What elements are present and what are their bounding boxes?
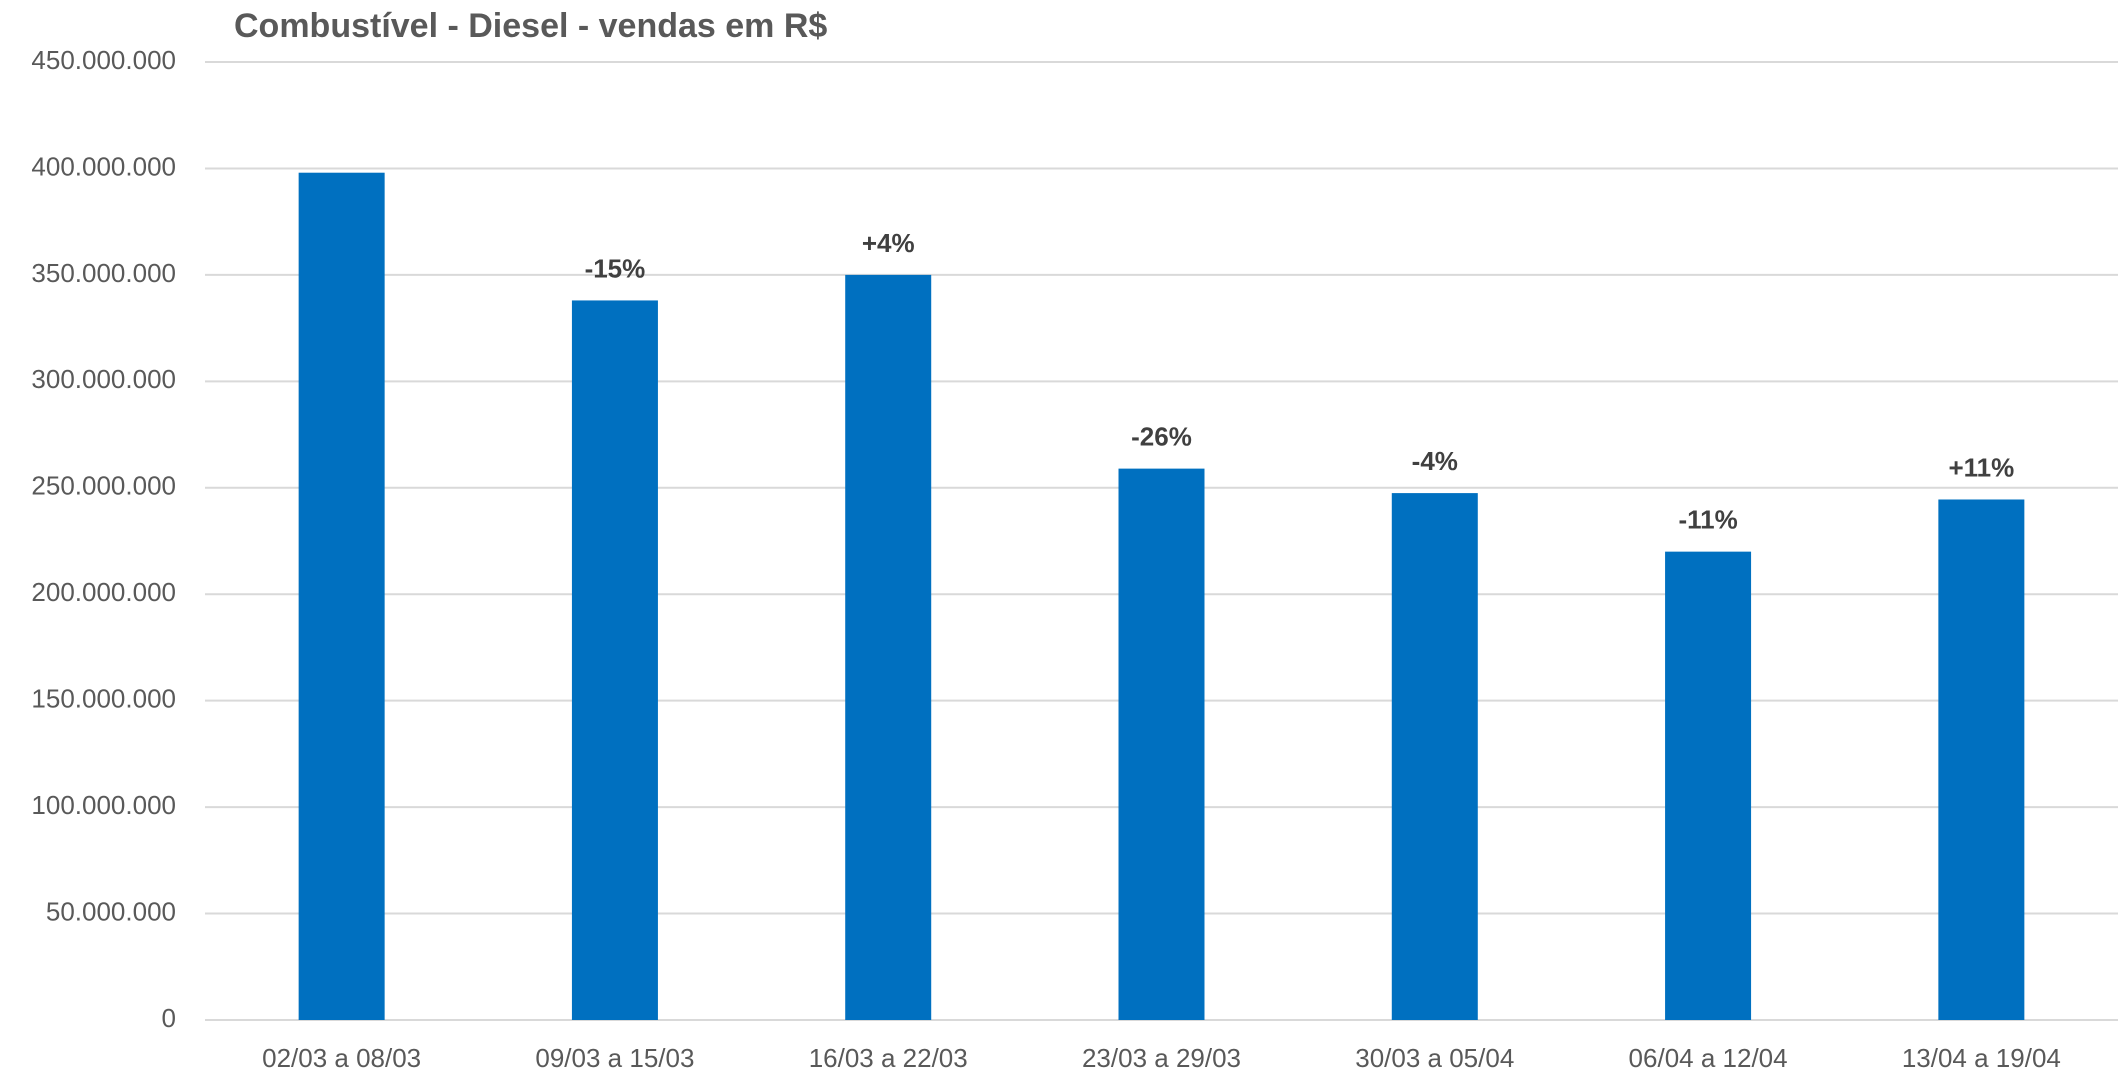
y-tick-label: 50.000.000 [46, 896, 176, 926]
bar [1118, 468, 1205, 1020]
y-tick-label: 200.000.000 [31, 577, 176, 607]
y-tick-label: 0 [162, 1003, 176, 1033]
x-tick-label: 16/03 a 22/03 [809, 1043, 968, 1073]
chart-title: Combustível - Diesel - vendas em R$ [234, 7, 827, 45]
annotation: -26% [1131, 421, 1192, 451]
x-tick-label: 02/03 a 08/03 [262, 1043, 421, 1073]
bar [845, 274, 932, 1020]
bar [1665, 551, 1752, 1020]
y-tick-label: 250.000.000 [31, 471, 176, 501]
bar [1391, 493, 1478, 1021]
y-tick-label: 350.000.000 [31, 258, 176, 288]
bar [1938, 499, 2025, 1020]
y-tick-label: 450.000.000 [31, 45, 176, 75]
annotation: -15% [585, 253, 646, 283]
annotation: -11% [1678, 505, 1737, 535]
annotation: -4% [1412, 446, 1458, 476]
y-tick-label: 100.000.000 [31, 790, 176, 820]
x-tick-label: 23/03 a 29/03 [1082, 1043, 1241, 1073]
x-tick-label: 30/03 a 05/04 [1355, 1043, 1514, 1073]
x-tick-label: 06/04 a 12/04 [1629, 1043, 1788, 1073]
y-tick-label: 300.000.000 [31, 364, 176, 394]
x-tick-label: 09/03 a 15/03 [535, 1043, 694, 1073]
annotation: +4% [862, 228, 915, 258]
bar [571, 300, 658, 1020]
y-tick-label: 400.000.000 [31, 151, 176, 181]
y-tick-label: 150.000.000 [31, 684, 176, 714]
bar [298, 172, 385, 1021]
x-tick-label: 13/04 a 19/04 [1902, 1043, 2061, 1073]
annotation: +11% [1948, 452, 2014, 482]
